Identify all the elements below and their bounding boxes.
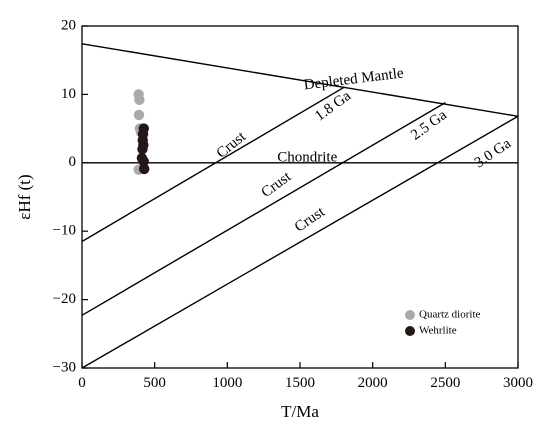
data-points [133,89,150,175]
y-axis-title: εHf (t) [15,174,34,219]
legend-label-quartz-diorite: Quartz diorite [419,309,481,321]
legend-marker-quartz-diorite [405,310,415,320]
point-wehrlite [138,156,149,167]
x-tick-label: 2000 [358,375,388,391]
annotation-crust: Crust [259,168,295,201]
point-quartz-diorite [133,109,145,121]
x-axis: 0 500 1000 1500 2000 2500 3000 [78,362,533,391]
point-wehrlite [137,143,148,155]
y-tick-label: 20 [61,17,76,33]
annotation-chondrite: Chondrite [277,149,337,165]
legend-label-wehrlite: Wehrlite [419,325,457,337]
reference-line-1-8-ga [81,86,344,243]
x-axis-title: T/Ma [281,402,319,421]
x-tick-label: 2500 [430,375,460,391]
y-tick-label: −30 [53,359,76,375]
legend-marker-wehrlite [405,326,415,336]
legend: Quartz diorite Wehrlite [405,309,481,337]
reference-lines [81,43,519,369]
point-wehrlite [139,163,150,175]
reference-line-2-5-ga [81,102,446,316]
x-tick-label: 1000 [212,375,242,391]
y-tick-label: 10 [61,86,76,102]
annotation-crust: Crust [292,204,329,236]
point-quartz-diorite [134,94,145,106]
x-tick-label: 0 [78,375,86,391]
annotation-3-0-ga: 3.0 Ga [472,135,514,171]
reference-line-3-0-ga [81,115,519,369]
x-tick-label: 500 [143,375,166,391]
annotation-crust: Crust [214,128,250,161]
y-tick-label: 0 [69,154,77,170]
y-tick-label: −10 [53,223,76,239]
y-axis: −30 −20 −10 0 10 20 [53,17,88,375]
x-tick-label: 1500 [285,375,315,391]
x-tick-label: 3000 [503,375,533,391]
reference-line-depleted-mantle [81,43,519,117]
y-tick-label: −20 [53,291,76,307]
